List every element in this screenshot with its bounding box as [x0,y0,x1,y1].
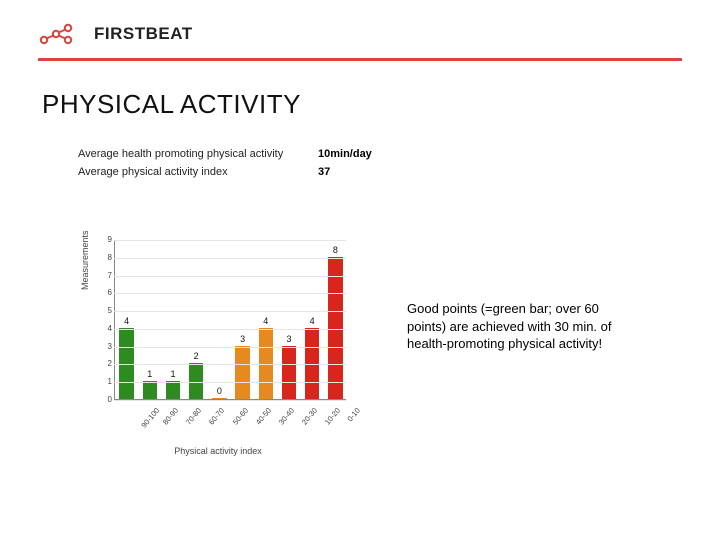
y-tick: 5 [102,306,112,315]
x-tick: 20-30 [300,406,319,426]
y-tick: 8 [102,253,112,262]
gridline [114,311,346,312]
gridline [114,400,346,401]
header: FIRSTBEAT [0,0,720,58]
bar: 0 [212,398,226,399]
y-tick: 7 [102,271,112,280]
bar-value-label: 3 [282,334,296,344]
bar: 4 [259,328,273,399]
x-tick: 80-90 [161,406,180,426]
stat-label: Average physical activity index [78,166,318,178]
logo-icon [38,22,86,46]
y-tick: 4 [102,324,112,333]
bar-value-label: 8 [328,245,342,255]
bar-value-label: 4 [119,316,133,326]
y-axis-label: Measurements [80,230,90,290]
bar-value-label: 1 [143,369,157,379]
y-tick: 1 [102,377,112,386]
bar-value-label: 4 [259,316,273,326]
x-tick: 10-20 [323,406,342,426]
caption-text: Good points (=green bar; over 60 points)… [407,300,617,353]
stat-row: Average health promoting physical activi… [78,148,720,160]
bar-value-label: 2 [189,351,203,361]
bar: 4 [305,328,319,399]
bar-value-label: 3 [235,334,249,344]
bar-chart: Measurements 4112034348 Physical activit… [78,240,358,450]
stat-value: 37 [318,166,330,178]
brand-name: FIRSTBEAT [94,24,193,44]
page-title: PHYSICAL ACTIVITY [0,61,720,120]
bar-value-label: 1 [166,369,180,379]
gridline [114,276,346,277]
y-tick: 6 [102,288,112,297]
gridline [114,364,346,365]
x-tick: 0-10 [345,406,362,423]
gridline [114,258,346,259]
stat-row: Average physical activity index 37 [78,166,720,178]
bar: 1 [166,381,180,399]
stat-value: 10min/day [318,148,372,160]
bar: 3 [235,346,249,399]
y-tick: 9 [102,235,112,244]
bar-value-label: 4 [305,316,319,326]
x-axis-label: Physical activity index [78,446,358,456]
bar: 2 [189,363,203,399]
plot-area: 4112034348 [114,240,346,400]
gridline [114,293,346,294]
x-tick: 30-40 [277,406,296,426]
bar: 1 [143,381,157,399]
gridline [114,240,346,241]
stat-label: Average health promoting physical activi… [78,148,318,160]
x-tick: 60-70 [207,406,226,426]
bar-value-label: 0 [212,386,226,396]
y-tick: 3 [102,342,112,351]
gridline [114,382,346,383]
stats-block: Average health promoting physical activi… [0,120,720,178]
gridline [114,347,346,348]
bar: 3 [282,346,296,399]
x-tick: 50-60 [230,406,249,426]
y-tick: 2 [102,359,112,368]
x-tick: 40-50 [254,406,273,426]
x-tick: 70-80 [184,406,203,426]
gridline [114,329,346,330]
bar: 4 [119,328,133,399]
x-tick: 90-100 [139,406,161,430]
y-tick: 0 [102,395,112,404]
